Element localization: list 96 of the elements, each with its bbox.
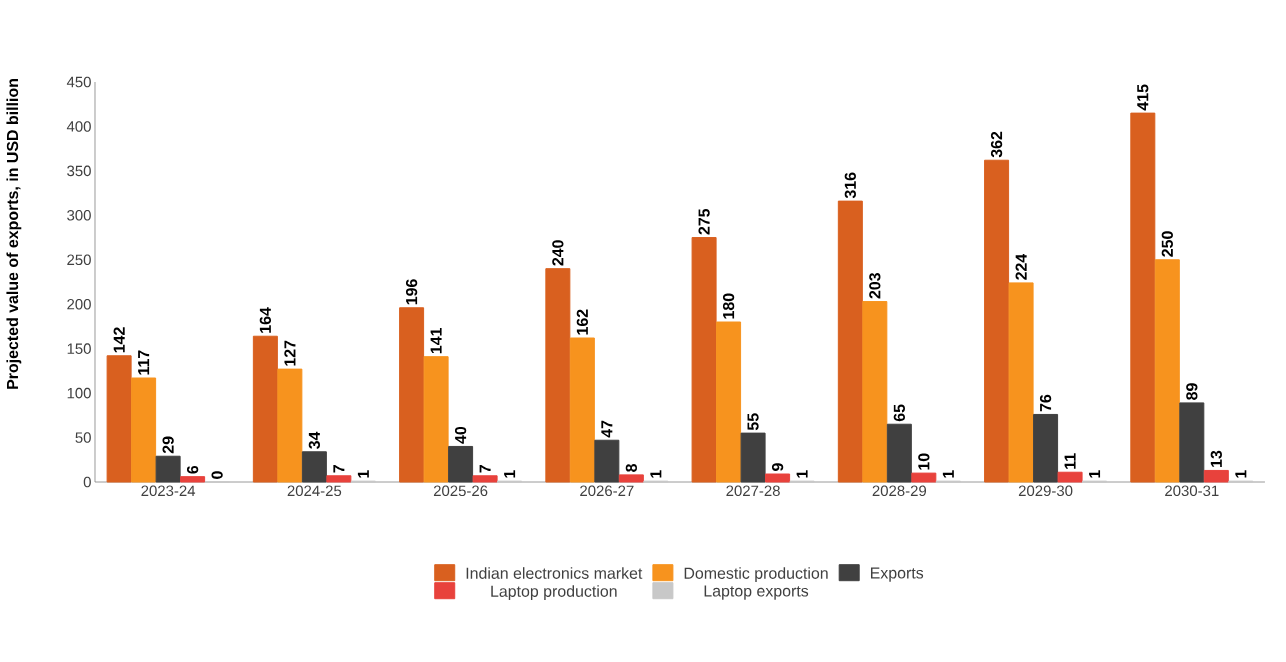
data-label: 415 [1137, 84, 1149, 111]
y-tick-label: 150 [67, 343, 91, 354]
data-label: 162 [576, 309, 588, 335]
bar [740, 432, 766, 483]
bar [691, 237, 717, 483]
data-label: 316 [844, 172, 856, 199]
data-label: 7 [479, 465, 491, 473]
bar [252, 335, 278, 483]
bar [594, 439, 620, 483]
x-tick-label: 2029-30 [1018, 485, 1073, 497]
y-tick-label: 250 [67, 254, 91, 266]
data-label: 89 [1186, 383, 1198, 400]
data-label: 29 [162, 436, 174, 454]
bar [618, 474, 644, 483]
bar [545, 268, 571, 483]
legend-label: Indian electronics market [466, 567, 643, 579]
y-tick-label: 450 [66, 76, 91, 88]
bar [1154, 259, 1180, 483]
bar [1008, 282, 1034, 483]
data-label: 1 [1235, 470, 1247, 478]
x-tick-label: 2023-24 [141, 485, 196, 497]
bar [886, 423, 912, 483]
bar [1203, 469, 1229, 483]
data-label: 1 [796, 470, 808, 478]
bar [180, 476, 206, 483]
data-label: 142 [113, 327, 125, 353]
bar [984, 159, 1010, 483]
legend-label: Exports [870, 567, 924, 582]
bar [277, 368, 303, 483]
bar [131, 377, 157, 483]
bar [106, 355, 132, 483]
data-label: 11 [1064, 453, 1076, 469]
bar [399, 307, 425, 483]
bar [765, 473, 791, 483]
data-label: 9 [771, 463, 784, 471]
bar [1130, 112, 1156, 483]
legend-label: Domestic production [684, 567, 828, 583]
bar [716, 321, 742, 483]
y-tick-label: 200 [67, 298, 91, 310]
bar [911, 472, 937, 483]
bar [423, 356, 449, 483]
bar [1033, 413, 1059, 483]
data-label: 8 [625, 464, 637, 472]
data-label: 1 [650, 470, 662, 478]
data-label: 1 [504, 470, 516, 478]
data-label: 180 [722, 293, 735, 319]
bar [1179, 402, 1205, 483]
data-label: 196 [405, 279, 418, 305]
y-tick-label: 400 [66, 121, 91, 132]
data-label: 7 [333, 465, 345, 473]
bar [155, 455, 181, 483]
bar [862, 301, 888, 483]
data-label: 275 [698, 208, 710, 235]
data-label: 10 [918, 453, 930, 470]
data-label: 1 [1089, 470, 1101, 478]
data-label: 362 [990, 131, 1003, 158]
data-label: 224 [1015, 253, 1027, 280]
data-label: 117 [138, 350, 150, 375]
data-label: 65 [893, 404, 905, 422]
y-tick-label: 300 [67, 210, 91, 221]
data-label: 1 [357, 470, 369, 478]
x-tick-label: 2030-31 [1165, 485, 1219, 497]
data-label: 55 [747, 413, 759, 431]
data-label: 13 [1210, 450, 1222, 467]
y-tick-label: 350 [67, 165, 91, 177]
y-axis-title: Projected value of exports, in USD billion [6, 79, 22, 389]
bar [569, 337, 595, 483]
legend-label: Laptop production [491, 585, 617, 601]
data-label: 164 [259, 307, 272, 333]
y-tick-label: 50 [75, 432, 91, 443]
data-label: 240 [552, 240, 564, 266]
bar [448, 445, 474, 483]
bar [326, 475, 352, 483]
bar [1057, 471, 1083, 483]
x-tick-label: 2024-25 [287, 485, 342, 497]
data-label: 76 [1039, 394, 1052, 412]
data-label: 40 [454, 426, 467, 444]
x-tick-label: 2025-26 [433, 485, 488, 497]
data-label: 47 [601, 420, 613, 438]
y-tick-label: 0 [83, 476, 91, 488]
data-label: 1 [942, 470, 954, 478]
legend-label: Laptop exports [704, 585, 809, 600]
data-label: 127 [284, 340, 296, 366]
bar [472, 475, 498, 483]
data-label: 250 [1161, 231, 1173, 257]
x-tick-label: 2027-28 [726, 485, 780, 497]
data-label: 6 [186, 465, 199, 474]
data-label: 34 [308, 431, 321, 449]
x-tick-label: 2028-29 [872, 485, 927, 497]
bar [837, 200, 863, 483]
y-tick-label: 100 [67, 387, 91, 399]
bar [301, 451, 327, 483]
data-label: 203 [869, 273, 881, 299]
data-label: 141 [430, 328, 442, 354]
data-label: 0 [211, 471, 223, 479]
x-tick-label: 2026-27 [580, 485, 634, 497]
